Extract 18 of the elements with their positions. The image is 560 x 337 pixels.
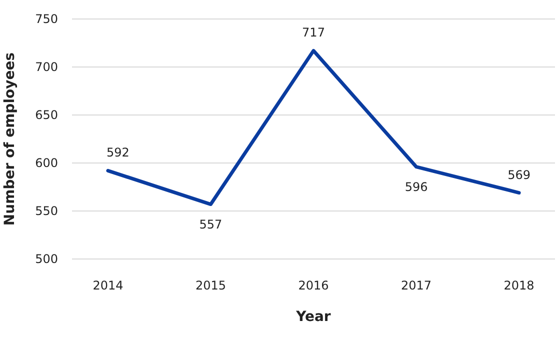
x-tick-label: 2017 (400, 278, 432, 293)
x-axis-title: Year (295, 309, 331, 325)
x-tick-label: 2016 (298, 278, 329, 293)
y-tick-label: 700 (35, 60, 58, 74)
data-label: 557 (199, 217, 222, 232)
x-tick-label: 2014 (92, 278, 124, 293)
y-tick-label: 500 (35, 252, 58, 266)
y-tick-label: 650 (35, 108, 58, 122)
y-axis-title: Number of employees (2, 52, 18, 226)
data-label: 717 (302, 26, 325, 40)
x-tick-label: 2015 (195, 278, 226, 293)
x-tick-label: 2018 (504, 278, 534, 293)
data-label: 592 (106, 146, 130, 160)
y-tick-label: 750 (35, 12, 58, 26)
y-tick-label: 550 (35, 204, 58, 218)
data-label: 569 (508, 168, 530, 182)
data-label: 596 (404, 180, 428, 194)
y-tick-label: 600 (35, 156, 58, 170)
